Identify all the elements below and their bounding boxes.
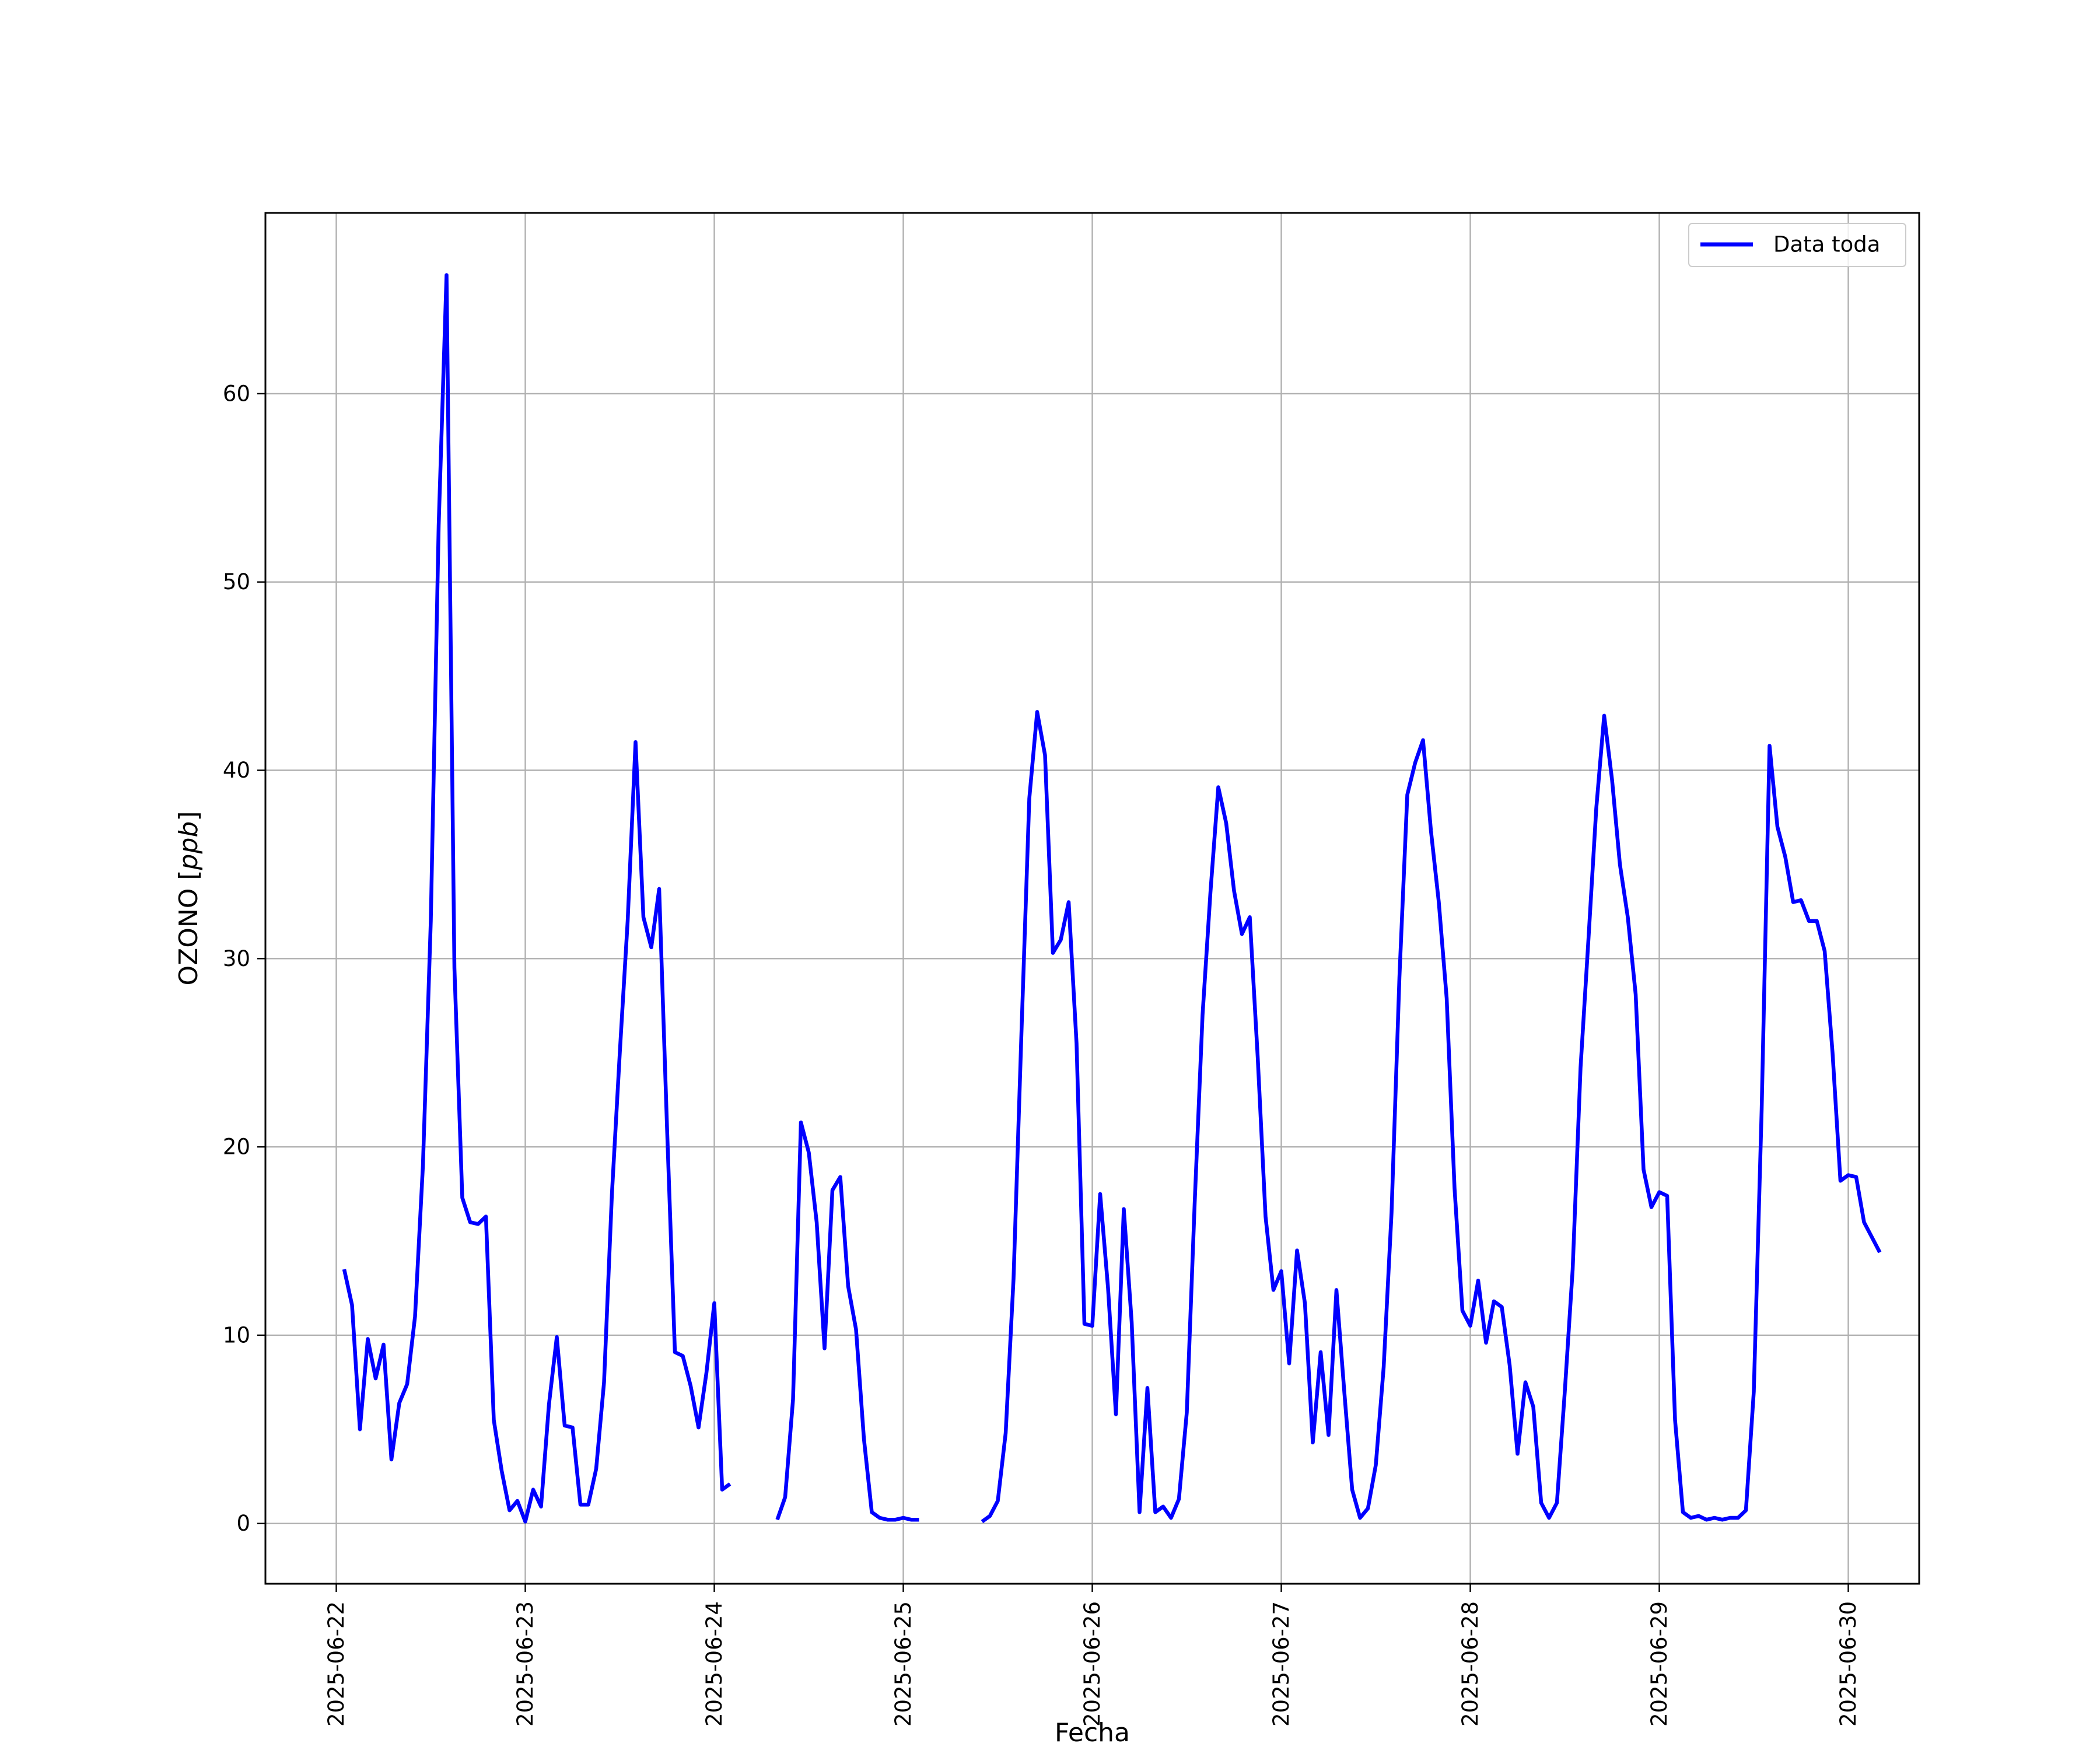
y-axis: 0 10 20 30 40 50 60 — [223, 381, 265, 1536]
y-axis-label: OZONO [ppb] — [174, 811, 204, 985]
y-tick-label: 50 — [223, 569, 250, 594]
legend-entry: Data toda — [1773, 232, 1880, 257]
x-tick-label: 2025-06-27 — [1269, 1601, 1294, 1727]
x-axis: 2025-06-22 2025-06-23 2025-06-24 2025-06-25… — [324, 1584, 1861, 1727]
y-tick-label: 0 — [236, 1511, 250, 1536]
x-tick-label: 2025-06-23 — [513, 1601, 538, 1727]
x-tick-label: 2025-06-28 — [1458, 1601, 1483, 1727]
series-line — [342, 273, 1882, 1524]
series-layer — [342, 273, 1882, 1524]
x-tick-label: 2025-06-24 — [702, 1601, 727, 1727]
y-tick-label: 30 — [223, 946, 250, 971]
y-tick-label: 10 — [223, 1322, 250, 1348]
x-tick-label: 2025-06-22 — [324, 1601, 349, 1727]
x-axis-label: Fecha — [1055, 1718, 1130, 1748]
y-tick-label: 60 — [223, 381, 250, 406]
y-tick-label: 40 — [223, 758, 250, 783]
legend: Data toda — [1688, 223, 1906, 267]
x-tick-label: 2025-06-29 — [1647, 1601, 1672, 1727]
grid — [265, 213, 1919, 1584]
x-tick-label: 2025-06-25 — [891, 1601, 916, 1727]
y-tick-label: 20 — [223, 1135, 250, 1160]
x-tick-label: 2025-06-30 — [1836, 1601, 1861, 1727]
x-tick-label: 2025-06-26 — [1080, 1601, 1105, 1727]
legend-box — [1688, 223, 1906, 267]
